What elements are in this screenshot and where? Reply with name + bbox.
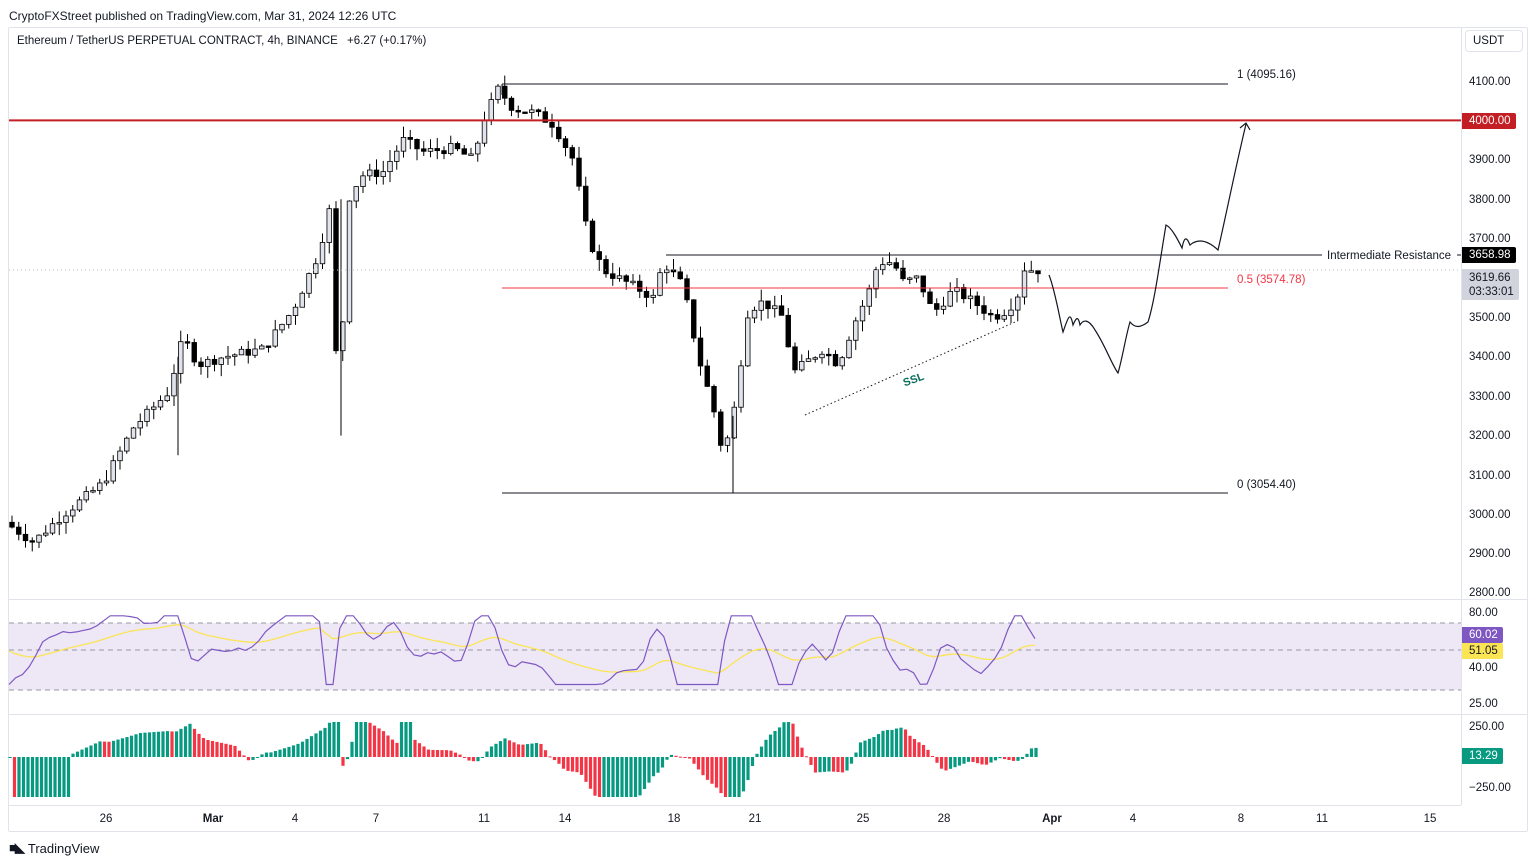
last-price-tag: 3619.66 03:33:01 (1462, 269, 1519, 300)
time-label: 11 (1316, 813, 1328, 825)
time-label: 18 (667, 813, 681, 825)
time-label: 26 (99, 813, 113, 825)
price-tick: 3000.00 (1469, 509, 1511, 521)
time-label: 7 (372, 813, 380, 825)
chart-frame (8, 27, 1528, 832)
time-label: 11 (478, 813, 490, 825)
price-axis[interactable] (1461, 27, 1528, 805)
rsi-tick: 80.00 (1469, 607, 1498, 619)
pane-separator[interactable] (9, 599, 1528, 600)
fib-0-label: 0 (3054.40) (1237, 479, 1296, 491)
fib-05-label: 0.5 (3574.78) (1237, 274, 1306, 286)
time-label: 14 (558, 813, 572, 825)
time-label: 4 (1129, 813, 1137, 825)
intermediate-resistance-label: Intermediate Resistance (1327, 250, 1452, 262)
price-tick: 3700.00 (1469, 233, 1511, 245)
rsi-ma-value-tag: 51.05 (1462, 643, 1503, 659)
last-price: 3619.66 (1469, 272, 1511, 284)
time-label: 4 (291, 813, 299, 825)
price-tick: 3900.00 (1469, 154, 1511, 166)
publisher-line: CryptoFXStreet published on TradingView.… (9, 9, 397, 23)
price-tick: 4100.00 (1469, 76, 1511, 88)
macd-tick: 250.00 (1469, 721, 1505, 733)
rsi-value-tag: 60.02 (1462, 627, 1503, 643)
fib-1-label: 1 (4095.16) (1237, 69, 1296, 81)
price-tick: 3200.00 (1469, 430, 1511, 442)
symbol-title: Ethereum / TetherUS PERPETUAL CONTRACT, … (17, 35, 426, 47)
resistance-price-tag: 3658.98 (1462, 247, 1516, 263)
time-label: 15 (1423, 813, 1437, 825)
macd-hist-tag: 13.29 (1462, 748, 1503, 764)
tradingview-icon: ■◣ (9, 840, 25, 855)
symbol-name: Ethereum / TetherUS PERPETUAL CONTRACT, … (17, 35, 338, 47)
time-label: 8 (1237, 813, 1245, 825)
price-tick: 2900.00 (1469, 548, 1511, 560)
bar-countdown: 03:33:01 (1469, 286, 1514, 298)
time-label: Apr (1042, 813, 1062, 825)
price-tick: 3400.00 (1469, 351, 1511, 363)
rsi-tick: 25.00 (1469, 698, 1498, 710)
time-axis[interactable] (9, 805, 1461, 832)
time-label: 28 (937, 813, 951, 825)
price-tick: 3500.00 (1469, 312, 1511, 324)
macd-tick: −250.00 (1469, 782, 1511, 794)
price-tick: 3100.00 (1469, 470, 1511, 482)
time-label: Mar (202, 813, 224, 825)
price-change: +6.27 (+0.17%) (347, 35, 427, 47)
pane-separator[interactable] (9, 714, 1528, 715)
tradingview-logo[interactable]: ■◣ TradingView (9, 840, 99, 856)
brand-name: TradingView (27, 840, 100, 856)
time-label: 25 (856, 813, 870, 825)
price-tick: 3300.00 (1469, 391, 1511, 403)
rsi-tick: 40.00 (1469, 662, 1498, 674)
time-label: 21 (748, 813, 762, 825)
level-4000-tag: 4000.00 (1462, 113, 1516, 129)
price-tick: 3800.00 (1469, 194, 1511, 206)
currency-button[interactable]: USDT (1465, 30, 1523, 52)
price-tick: 2800.00 (1469, 587, 1511, 599)
